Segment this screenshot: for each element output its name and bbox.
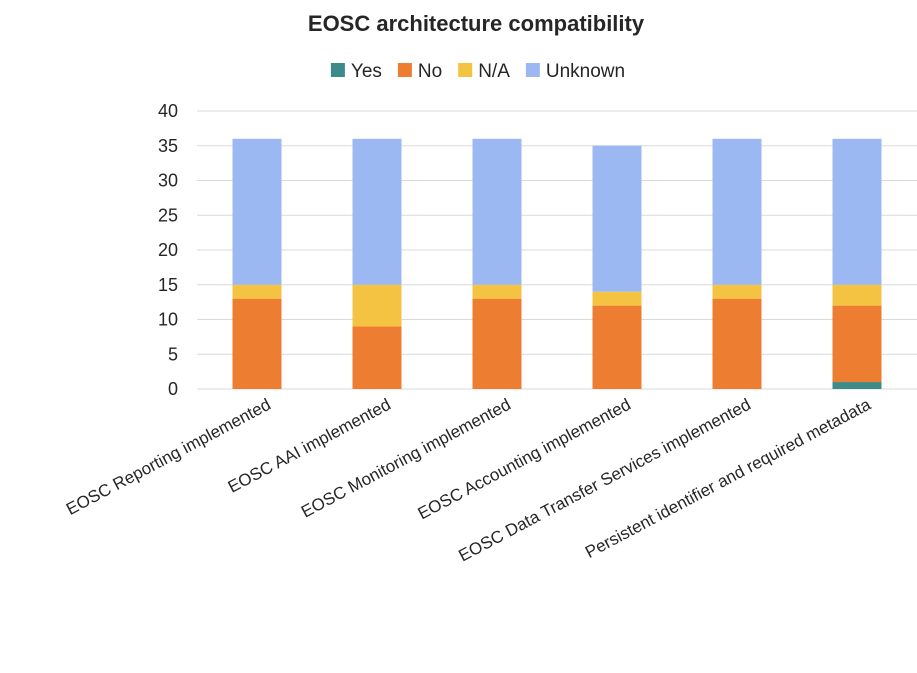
bar-segment	[353, 326, 402, 389]
x-tick-label: EOSC Reporting implemented	[63, 395, 274, 519]
bar-segment	[353, 139, 402, 285]
bar-segment	[833, 306, 882, 382]
legend-item: No	[398, 61, 442, 82]
legend-swatch	[458, 63, 472, 77]
legend-label: No	[418, 61, 442, 82]
bar-segment	[713, 299, 762, 389]
bar-segment	[473, 299, 522, 389]
legend-label: Unknown	[546, 61, 625, 82]
legend-label: Yes	[351, 61, 382, 82]
y-tick-label: 40	[158, 101, 178, 121]
legend-swatch	[398, 63, 412, 77]
y-tick-label: 5	[168, 344, 178, 364]
y-tick-label: 20	[158, 240, 178, 260]
bar-segment	[713, 285, 762, 299]
y-tick-label: 25	[158, 205, 178, 225]
bar-segment	[713, 139, 762, 285]
bar-segment	[593, 292, 642, 306]
legend-swatch	[526, 63, 540, 77]
bar-segment	[233, 285, 282, 299]
legend-item: N/A	[458, 61, 510, 82]
gridlines	[197, 111, 917, 389]
y-tick-label: 10	[158, 310, 178, 330]
legend-item: Yes	[331, 61, 382, 82]
bar-segment	[473, 285, 522, 299]
legend-item: Unknown	[526, 61, 625, 82]
y-tick-label: 15	[158, 275, 178, 295]
bar-segment	[593, 306, 642, 389]
x-tick-label: EOSC Monitoring implemented	[298, 395, 514, 522]
legend-swatch	[331, 63, 345, 77]
y-tick-label: 30	[158, 171, 178, 191]
bar-segment	[353, 285, 402, 327]
legend: Yes No N/A Unknown	[331, 61, 625, 82]
bar-segment	[833, 382, 882, 389]
bar-segment	[833, 285, 882, 306]
x-tick-label: EOSC Accounting implemented	[415, 395, 634, 524]
bar-segment	[833, 139, 882, 285]
legend-label: N/A	[478, 61, 510, 82]
bar-segment	[233, 139, 282, 285]
bar-segment	[473, 139, 522, 285]
y-tick-label: 35	[158, 136, 178, 156]
bars	[233, 139, 882, 389]
y-axis: 0 5 10 15 20 25 30 35 40	[158, 101, 178, 399]
y-tick-label: 0	[168, 379, 178, 399]
bar-segment	[233, 299, 282, 389]
bar-segment	[593, 146, 642, 292]
chart-title: EOSC architecture compatibility	[308, 11, 645, 36]
